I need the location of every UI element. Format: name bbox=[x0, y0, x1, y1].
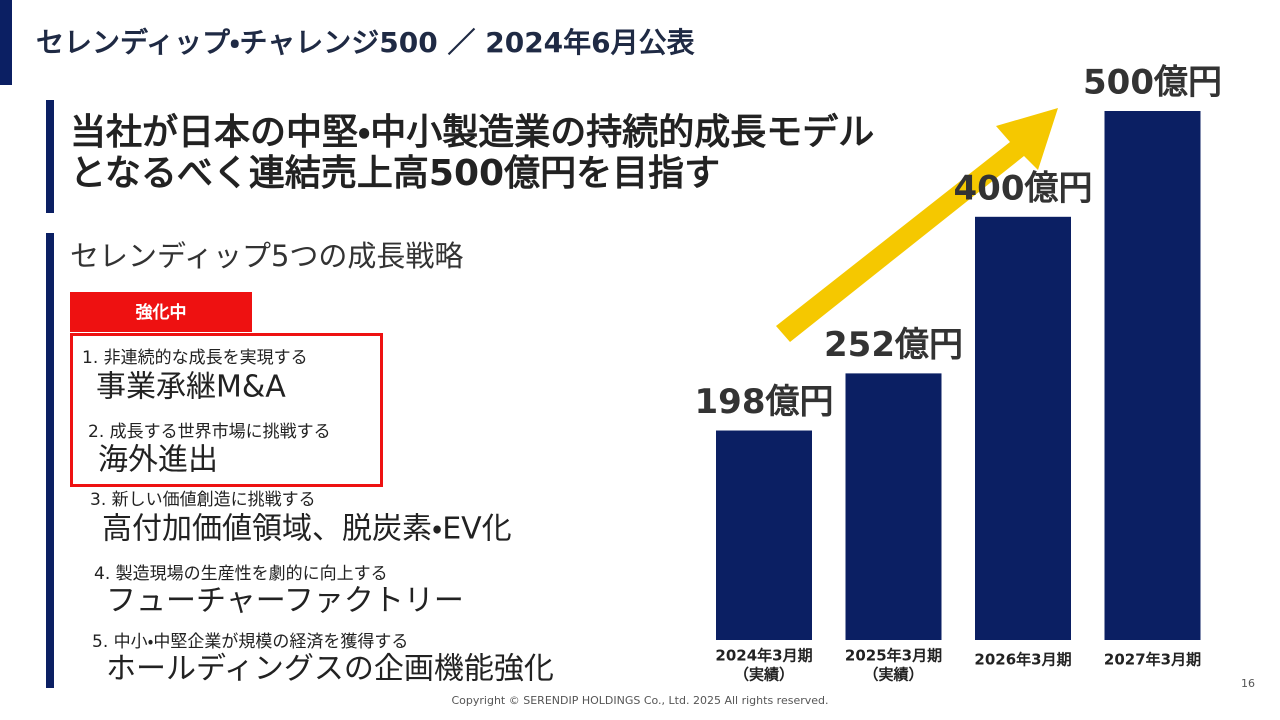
item-subtitle: 1. 非連続的な成長を実現する bbox=[82, 348, 308, 368]
value-label: 198億円 bbox=[695, 382, 834, 422]
value-label: 252億円 bbox=[824, 325, 963, 365]
item-title: ホールディングスの企画機能強化 bbox=[106, 652, 554, 687]
headline-line: となるべく連結売上高500億円を目指す bbox=[70, 153, 720, 194]
item-subtitle: 4. 製造現場の生産性を劇的に向上する bbox=[94, 564, 388, 584]
item-subtitle: 2. 成長する世界市場に挑戦する bbox=[88, 422, 331, 442]
bar bbox=[845, 373, 942, 640]
headline-bar bbox=[46, 100, 54, 213]
x-tick-note: （実績） bbox=[863, 666, 923, 684]
value-label: 400億円 bbox=[954, 168, 1093, 208]
badge-tab bbox=[70, 292, 252, 332]
copyright: Copyright © SERENDIP HOLDINGS Co., Ltd. … bbox=[452, 694, 829, 707]
x-tick-note: （実績） bbox=[734, 666, 794, 684]
item-title: 高付加価値領域、脱炭素・EV化 bbox=[102, 512, 512, 547]
bar bbox=[975, 216, 1071, 641]
highlight-box bbox=[70, 333, 383, 487]
value-label: 500億円 bbox=[1083, 63, 1222, 103]
corner-bar bbox=[0, 0, 12, 85]
item-subtitle: 5. 中小・中堅企業が規模の経済を獲得する bbox=[92, 632, 408, 652]
badge: 強化中 bbox=[136, 302, 187, 323]
x-tick-label: 2026年3月期 bbox=[974, 651, 1071, 669]
section-title: セレンディップ5つの成長戦略 bbox=[70, 239, 463, 273]
item-title: 事業承継M&A bbox=[96, 370, 286, 405]
page-number: 16 bbox=[1241, 677, 1255, 690]
headline-line: 当社が日本の中堅・中小製造業の持続的成長モデル bbox=[70, 111, 874, 153]
x-tick-label: 2027年3月期 bbox=[1104, 651, 1201, 669]
section-bar bbox=[46, 233, 54, 688]
x-tick-label: 2025年3月期 bbox=[845, 647, 942, 665]
item-title: 海外進出 bbox=[98, 443, 218, 478]
slide-title: セレンディップ・チャレンジ500 ／ 2024年6月公表 bbox=[36, 26, 696, 59]
bar-chart: 198億円2024年3月期（実績）252億円2025年3月期（実績）400億円2… bbox=[695, 63, 1222, 684]
x-tick-label: 2024年3月期 bbox=[715, 647, 812, 665]
item-title: フューチャーファクトリー bbox=[106, 584, 464, 619]
bar bbox=[716, 430, 812, 640]
item-subtitle: 3. 新しい価値創造に挑戦する bbox=[90, 490, 316, 510]
growth-arrow bbox=[776, 108, 1058, 342]
bar bbox=[1104, 111, 1201, 640]
